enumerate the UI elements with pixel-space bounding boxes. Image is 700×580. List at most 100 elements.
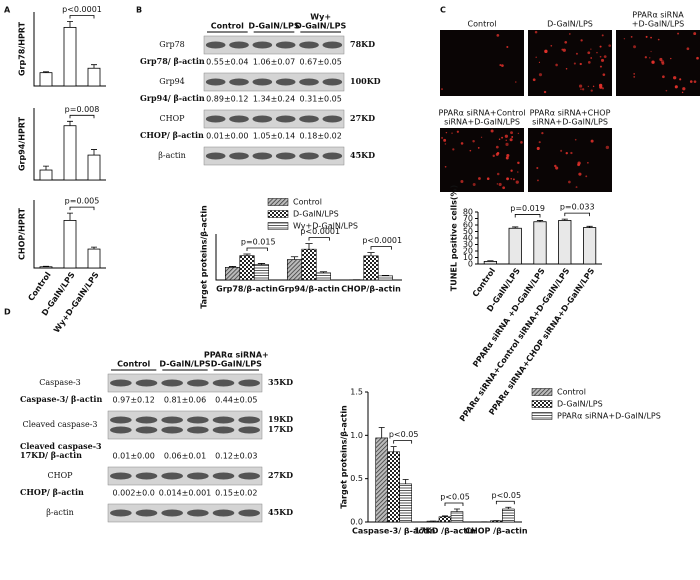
bar bbox=[377, 275, 394, 281]
stain-dot bbox=[472, 140, 475, 143]
blot-band bbox=[238, 379, 260, 387]
stain-dot bbox=[592, 85, 595, 88]
bar bbox=[399, 483, 412, 523]
stain-dot bbox=[696, 56, 699, 60]
stain-dot bbox=[598, 83, 603, 88]
significance-bracket bbox=[69, 206, 95, 211]
stain-dot bbox=[580, 39, 583, 42]
significance-bracket bbox=[495, 500, 515, 505]
panel-label: D bbox=[4, 308, 11, 317]
stain-dot bbox=[536, 146, 540, 151]
blot-row-label: β-actin bbox=[46, 508, 74, 517]
ratio-value: 0.01±0.00 bbox=[206, 132, 248, 141]
y-tick-label: 10 bbox=[463, 253, 473, 262]
y-tick-label: 30 bbox=[463, 240, 473, 249]
stain-dot bbox=[568, 180, 571, 184]
blot-band bbox=[299, 152, 319, 160]
legend-label: D-GalN/LPS bbox=[293, 210, 339, 219]
error-bar bbox=[505, 506, 512, 509]
blot-band bbox=[135, 416, 158, 424]
ratio-value: 0.01±0.00 bbox=[113, 452, 155, 461]
stain-dot bbox=[580, 88, 582, 90]
x-tick-label: CHOP/β-actin bbox=[341, 285, 401, 294]
axes bbox=[33, 108, 106, 181]
stain-dot bbox=[650, 36, 652, 39]
ratio-value: 0.55±0.04 bbox=[206, 58, 248, 67]
stain-dot bbox=[460, 179, 464, 183]
bar bbox=[87, 67, 101, 87]
blot-row-label: Grp94 bbox=[159, 77, 185, 86]
stain-dot bbox=[537, 179, 539, 182]
blot-band bbox=[275, 152, 296, 160]
stain-dot bbox=[515, 180, 519, 184]
ratio-value: 0.89±0.12 bbox=[206, 95, 248, 104]
y-tick-label: 60 bbox=[463, 221, 473, 230]
blot-band bbox=[238, 416, 260, 424]
blot-band bbox=[229, 152, 249, 160]
molecular-weight: 45KD bbox=[268, 507, 293, 517]
p-value: p=0.019 bbox=[510, 204, 545, 213]
stain-dot bbox=[560, 149, 563, 152]
stain-dot bbox=[570, 151, 573, 155]
blot-band bbox=[212, 426, 235, 434]
stain-dot bbox=[554, 164, 557, 168]
blot-band bbox=[238, 472, 260, 480]
x-tick-label: Caspase-3/ β-actin bbox=[352, 527, 436, 536]
stain-dot bbox=[469, 149, 472, 152]
bar bbox=[315, 272, 332, 281]
stain-dot bbox=[579, 62, 582, 66]
stain-dot bbox=[599, 45, 602, 48]
bar bbox=[508, 227, 522, 265]
stain-dot bbox=[509, 138, 513, 142]
blot-band bbox=[187, 416, 209, 424]
blot-band bbox=[275, 115, 296, 123]
micrograph-label: D-GalN/LPS bbox=[547, 20, 593, 29]
stain-dot bbox=[510, 131, 514, 135]
error-bar bbox=[228, 266, 237, 268]
micrograph-label: PPARα siRNA+Control bbox=[438, 109, 525, 118]
blot-row-label: CHOP bbox=[159, 114, 185, 123]
blot-band bbox=[229, 78, 249, 86]
ratio-label: Caspase-3/ β-actin bbox=[20, 394, 102, 404]
stain-dot bbox=[581, 88, 585, 91]
stain-dot bbox=[443, 138, 447, 142]
stain-dot bbox=[645, 35, 648, 38]
y-tick-label: 80 bbox=[463, 208, 473, 217]
error-bar bbox=[67, 21, 73, 28]
error-bar bbox=[512, 226, 519, 229]
stain-dot bbox=[550, 44, 553, 47]
molecular-weight: 45KD bbox=[350, 150, 375, 160]
blot-band bbox=[110, 426, 132, 434]
ratio-label: CHOP/ β-actin bbox=[140, 130, 204, 140]
stain-dot bbox=[517, 161, 520, 165]
error-bar bbox=[487, 260, 494, 262]
bar bbox=[39, 72, 53, 87]
legend-swatch bbox=[531, 412, 553, 420]
p-value: p<0.0001 bbox=[362, 236, 402, 245]
bar bbox=[502, 508, 515, 523]
p-value: p<0.0001 bbox=[62, 5, 102, 14]
blot-image bbox=[107, 466, 263, 486]
p-value: p<0.05 bbox=[440, 493, 470, 502]
stain-dot bbox=[532, 78, 536, 82]
molecular-weight: 100KD bbox=[350, 76, 381, 86]
y-axis-label: Target proteins/β-actin bbox=[340, 405, 349, 509]
micrograph bbox=[616, 30, 700, 96]
stain-dot bbox=[650, 50, 652, 53]
stain-dot bbox=[670, 57, 672, 60]
error-bar bbox=[319, 271, 328, 273]
significance-bracket bbox=[393, 440, 413, 444]
stain-dot bbox=[693, 32, 697, 36]
stain-dot bbox=[506, 177, 510, 181]
ratio-label: Grp78/ β-actin bbox=[140, 56, 205, 66]
stain-dot bbox=[574, 138, 577, 141]
stain-dot bbox=[555, 166, 559, 170]
stain-dot bbox=[541, 132, 544, 135]
stain-dot bbox=[496, 172, 500, 176]
stain-dot bbox=[562, 48, 566, 52]
error-bar bbox=[43, 165, 49, 171]
stain-dot bbox=[496, 33, 500, 37]
stain-dot bbox=[665, 89, 668, 92]
ratio-value: 0.002±0.0 bbox=[113, 489, 155, 498]
ratio-label: 17KD/ β-actin bbox=[20, 450, 82, 460]
